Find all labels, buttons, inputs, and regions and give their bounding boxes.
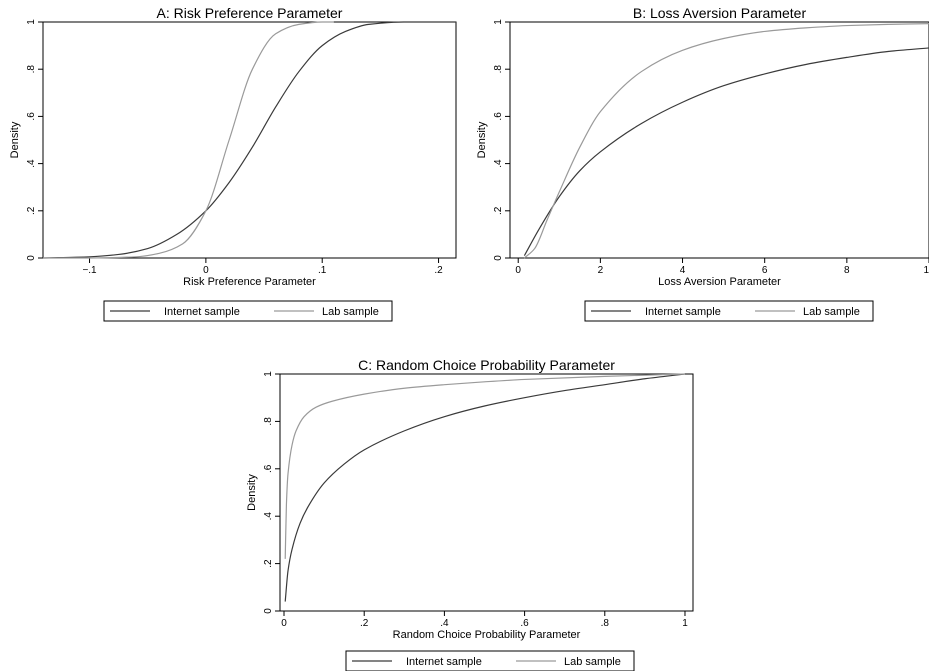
legend-box [345,650,635,671]
plot-area [509,21,929,259]
x-tick-label: 6 [762,265,768,276]
plot-area [279,373,694,612]
chart-panel-1: A: Risk Preference Parameter −.1 0 .1 .2 0 .2.… [9,5,457,322]
plot-area [42,21,457,259]
y-tick-label: .8 [263,417,274,426]
legend-label-lab: Lab sample [803,306,860,318]
y-tick-label: 0 [493,255,504,261]
y-tick-label: 1 [26,19,37,25]
series-line-internet [523,47,929,256]
y-axis-label: Density [9,121,21,158]
chart-panel-2: B: Loss Aversion Parameter 0 2 4 6 8 10 0 .2 .4 .6… [476,5,929,322]
legend-label-internet: Internet sample [164,306,240,318]
series-line-internet [284,373,686,602]
legend-label-lab: Lab sample [322,306,379,318]
chart-panel-3: C: Random Choice Probability Parameter 0.… [246,357,694,671]
series-line-lab [284,373,685,559]
x-tick-label: 0 [515,265,521,276]
series-line-lab [42,21,334,259]
y-tick-label: .4 [493,159,504,168]
y-tick-label: 0 [263,608,274,614]
y-tick-label: .6 [26,112,37,121]
x-axis-label: Random Choice Probability Parameter [393,629,581,641]
y-tick-label: .8 [493,65,504,74]
y-tick-label: .2 [493,206,504,215]
y-axis-label: Density [476,121,488,158]
chart-title: B: Loss Aversion Parameter [633,5,807,21]
series-line-internet [42,21,456,259]
x-tick-label: .6 [520,618,529,629]
legend-box [584,300,874,322]
x-axis-label: Loss Aversion Parameter [658,276,781,288]
x-tick-label: .1 [318,265,327,276]
x-tick-label: .8 [601,618,610,629]
x-tick-label: 0 [281,618,287,629]
x-tick-label: −.1 [82,265,97,276]
x-tick-label: .4 [440,618,449,629]
x-tick-label: 4 [680,265,686,276]
chart-title: C: Random Choice Probability Parameter [358,357,615,373]
y-tick-label: .6 [493,112,504,121]
y-axis-label: Density [246,474,258,511]
x-tick-label: 8 [844,265,850,276]
legend-label-internet: Internet sample [406,656,482,668]
y-tick-label: .8 [26,65,37,74]
legend-label-lab: Lab sample [564,656,621,668]
x-tick-label: 1 [682,618,688,629]
x-tick-label: 10 [923,265,929,276]
y-tick-label: .2 [263,559,274,568]
y-tick-label: .6 [263,464,274,473]
series-line-lab [523,23,929,259]
x-tick-label: .2 [360,618,369,629]
legend: Internet sample Lab sample [103,300,393,322]
legend-box [103,300,393,322]
chart-title: A: Risk Preference Parameter [157,5,343,21]
y-tick-label: 0 [26,255,37,261]
y-tick-label: .4 [26,159,37,168]
y-tick-label: .2 [26,206,37,215]
legend: Internet sample Lab sample [345,650,635,671]
legend-label-internet: Internet sample [645,306,721,318]
y-tick-label: 1 [493,19,504,25]
y-tick-label: .4 [263,512,274,521]
x-axis-label: Risk Preference Parameter [183,276,316,288]
y-tick-label: 1 [263,371,274,377]
x-tick-label: 2 [598,265,604,276]
x-tick-label: .2 [434,265,443,276]
legend: Internet sample Lab sample [584,300,874,322]
x-tick-label: 0 [203,265,209,276]
